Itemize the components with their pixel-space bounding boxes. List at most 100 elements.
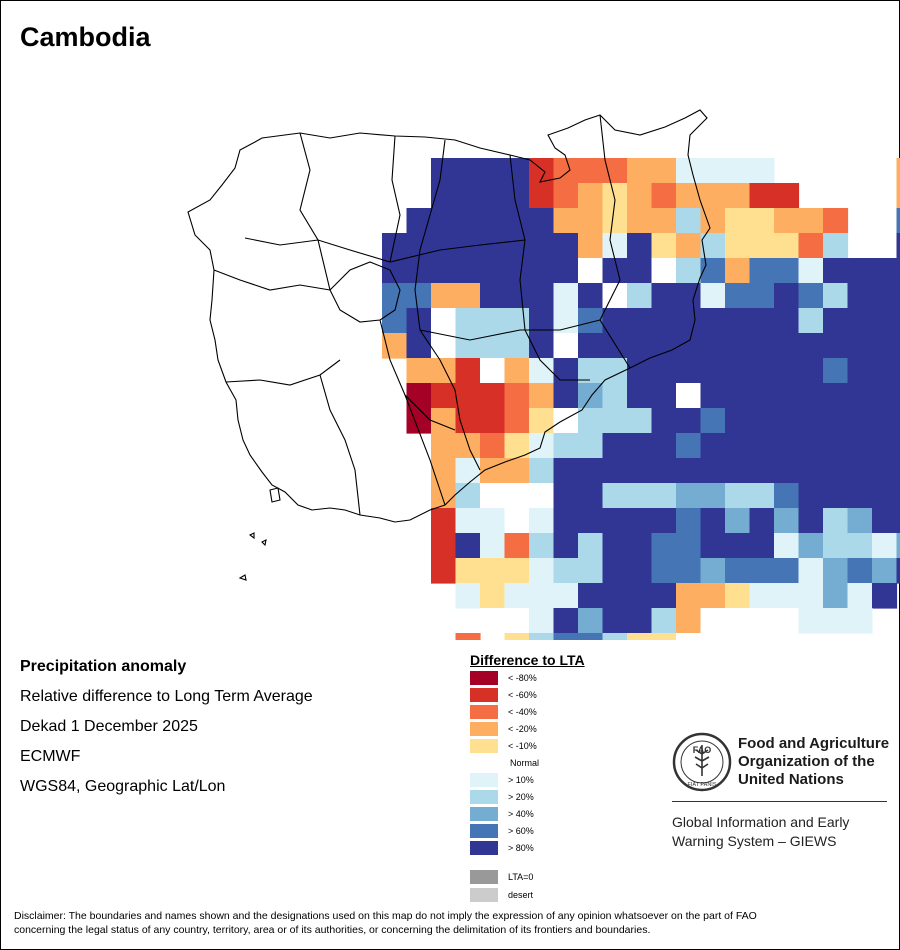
- grid-cell: [749, 258, 775, 284]
- grid-cell: [504, 408, 530, 434]
- grid-cell: [823, 408, 849, 434]
- legend-swatch: [470, 705, 498, 719]
- grid-cell: [798, 283, 824, 309]
- internal-border-2: [389, 135, 401, 263]
- grid-cell: [847, 283, 873, 309]
- tonle-sap-lake: [329, 261, 401, 323]
- grid-cell: [455, 183, 481, 209]
- grid-cell: [896, 533, 900, 559]
- grid-cell: [651, 433, 677, 459]
- grid-cell: [872, 258, 898, 284]
- grid-cell: [602, 333, 628, 359]
- grid-cell: [651, 358, 677, 384]
- grid-cell: [455, 333, 481, 359]
- grid-cell: [627, 583, 653, 609]
- grid-cell: [700, 358, 726, 384]
- grid-cell: [847, 308, 873, 334]
- logo-divider: [672, 801, 887, 802]
- grid-cell: [504, 483, 530, 509]
- grid-cell: [529, 458, 555, 484]
- grid-cell: [627, 608, 653, 634]
- grid-cell: [872, 433, 898, 459]
- grid-cell: [823, 533, 849, 559]
- grid-cell: [872, 458, 898, 484]
- grid-cell: [798, 258, 824, 284]
- grid-cell: [431, 308, 457, 334]
- grid-cell: [504, 208, 530, 234]
- legend-swatch: [470, 773, 498, 787]
- grid-cell: [455, 283, 481, 309]
- grid-cell: [431, 233, 457, 259]
- grid-cell: [480, 433, 506, 459]
- grid-cell: [676, 558, 702, 584]
- grid-cell: [480, 483, 506, 509]
- grid-cell: [823, 608, 849, 634]
- giews-name: Global Information and Early Warning Sys…: [672, 813, 849, 851]
- grid-cell: [627, 358, 653, 384]
- grid-cell: [872, 283, 898, 309]
- grid-cell: [578, 158, 604, 184]
- grid-cell: [578, 358, 604, 384]
- grid-cell: [774, 333, 800, 359]
- grid-cell: [529, 583, 555, 609]
- grid-cell: [847, 358, 873, 384]
- grid-cell: [872, 408, 898, 434]
- grid-cell: [602, 558, 628, 584]
- grid-cell: [847, 483, 873, 509]
- anomaly-grid: [382, 158, 900, 640]
- grid-cell: [700, 483, 726, 509]
- grid-cell: [627, 433, 653, 459]
- grid-cell: [455, 208, 481, 234]
- grid-cell: [896, 483, 900, 509]
- grid-cell: [896, 158, 900, 184]
- legend-title: Difference to LTA: [470, 652, 585, 668]
- grid-cell: [578, 283, 604, 309]
- grid-cell: [896, 258, 900, 284]
- giews-line-2: Warning System – GIEWS: [672, 833, 837, 849]
- grid-cell: [504, 233, 530, 259]
- grid-cell: [602, 583, 628, 609]
- grid-cell: [774, 283, 800, 309]
- grid-cell: [725, 158, 751, 184]
- grid-cell: [847, 408, 873, 434]
- legend-label: > 80%: [508, 843, 534, 853]
- grid-cell: [406, 208, 432, 234]
- grid-cell: [529, 183, 555, 209]
- grid-cell: [676, 158, 702, 184]
- legend-label: < -80%: [508, 673, 537, 683]
- grid-cell: [455, 308, 481, 334]
- grid-cell: [504, 383, 530, 409]
- grid-cell: [602, 283, 628, 309]
- grid-cell: [749, 158, 775, 184]
- grid-cell: [896, 458, 900, 484]
- grid-cell: [627, 158, 653, 184]
- grid-cell: [823, 383, 849, 409]
- grid-cell: [700, 333, 726, 359]
- grid-cell: [823, 333, 849, 359]
- grid-cell: [676, 233, 702, 259]
- grid-cell: [578, 608, 604, 634]
- grid-cell: [651, 458, 677, 484]
- grid-cell: [798, 308, 824, 334]
- grid-cell: [602, 383, 628, 409]
- grid-cell: [798, 508, 824, 534]
- grid-cell: [651, 333, 677, 359]
- grid-cell: [725, 283, 751, 309]
- grid-cell: [749, 483, 775, 509]
- grid-cell: [504, 358, 530, 384]
- grid-cell: [676, 583, 702, 609]
- grid-cell: [749, 333, 775, 359]
- anomaly-map: [187, 109, 900, 640]
- grid-cell: [847, 558, 873, 584]
- fao-motto: FIAT PANIS: [687, 782, 716, 788]
- grid-cell: [455, 408, 481, 434]
- internal-border-10: [404, 394, 446, 506]
- grid-cell: [578, 433, 604, 459]
- grid-cell: [431, 558, 457, 584]
- internal-border-6: [225, 359, 341, 386]
- grid-cell: [847, 583, 873, 609]
- grid-cell: [529, 308, 555, 334]
- grid-cell: [774, 383, 800, 409]
- grid-cell: [774, 558, 800, 584]
- grid-cell: [553, 558, 579, 584]
